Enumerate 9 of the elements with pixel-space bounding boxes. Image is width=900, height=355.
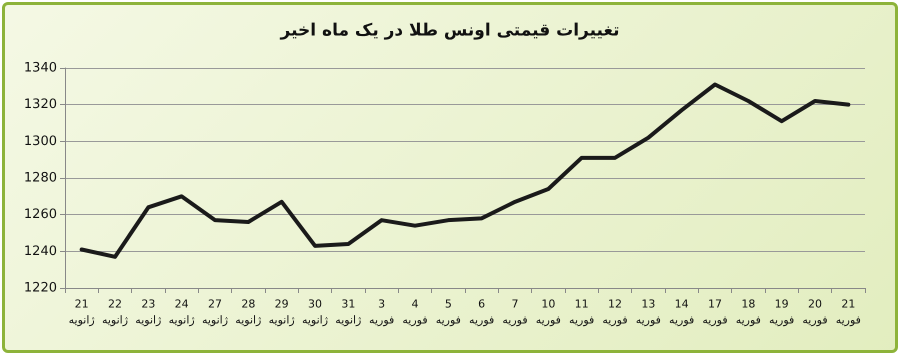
line-series	[80, 82, 850, 259]
y-tick-label: 1300	[24, 134, 57, 149]
y-tick-label: 1220	[24, 280, 57, 296]
y-tick-label: 1280	[24, 170, 57, 186]
y-tick-label: 1260	[24, 207, 57, 222]
chart-title: تغییرات قیمتی اونس طلا در یک ماه اخیر	[280, 20, 620, 40]
y-tick-label: 1320	[24, 97, 57, 112]
y-tick-label: 1340	[24, 60, 57, 76]
y-tick-label: 1240	[24, 244, 57, 259]
